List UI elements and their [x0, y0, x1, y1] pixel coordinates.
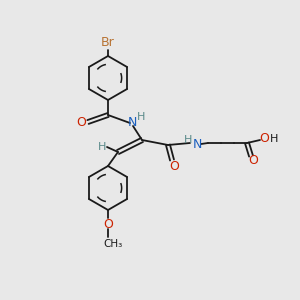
Text: CH₃: CH₃: [103, 239, 123, 249]
Text: O: O: [248, 154, 258, 167]
Text: H: H: [184, 135, 192, 145]
Text: O: O: [76, 116, 86, 128]
Text: O: O: [169, 160, 179, 172]
Text: H: H: [270, 134, 278, 144]
Text: H: H: [98, 142, 106, 152]
Text: N: N: [127, 116, 137, 128]
Text: H: H: [137, 112, 145, 122]
Text: N: N: [192, 137, 202, 151]
Text: O: O: [103, 218, 113, 230]
Text: O: O: [259, 133, 269, 146]
Text: Br: Br: [101, 35, 115, 49]
